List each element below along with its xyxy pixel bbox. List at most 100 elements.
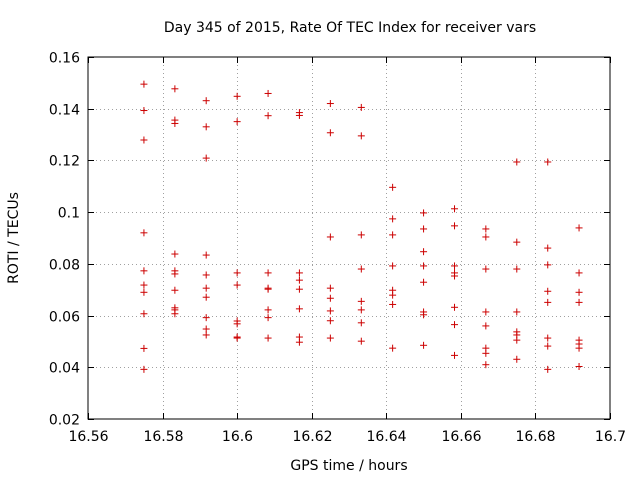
data-point	[171, 85, 179, 93]
data-point	[233, 118, 241, 126]
data-point	[233, 281, 241, 289]
plot-area-frame	[87, 56, 611, 420]
data-point	[575, 288, 583, 296]
y-axis-label: ROTI / TECUs	[6, 192, 22, 284]
data-point	[482, 233, 490, 241]
x-tick-label: 16.68	[515, 429, 555, 445]
x-tick-label: 16.66	[441, 429, 481, 445]
data-point	[295, 338, 303, 346]
data-point	[544, 342, 552, 350]
data-point	[264, 334, 272, 342]
y-tick-label: 0.12	[49, 154, 80, 170]
data-point	[451, 262, 459, 270]
data-point	[233, 320, 241, 328]
data-point	[202, 154, 210, 162]
data-point	[389, 183, 397, 191]
data-point	[326, 307, 334, 315]
data-point	[202, 293, 210, 301]
axis-ticks: 16.56 16.58 16.6 16.62 16.64 16.66 16.68 16.7 0.…	[49, 51, 626, 446]
data-point	[389, 215, 397, 223]
data-point	[357, 297, 365, 305]
data-point	[326, 294, 334, 302]
data-point	[357, 319, 365, 327]
data-point	[264, 306, 272, 314]
data-point	[389, 262, 397, 270]
data-point	[357, 306, 365, 314]
data-point	[575, 224, 583, 232]
data-point	[482, 225, 490, 233]
data-point	[171, 270, 179, 278]
data-point	[420, 341, 428, 349]
data-point	[420, 311, 428, 319]
data-point	[171, 250, 179, 258]
y-tick-label: 0.06	[49, 310, 80, 326]
data-point	[171, 286, 179, 294]
data-point	[233, 92, 241, 100]
data-point	[513, 336, 521, 344]
data-point	[482, 349, 490, 357]
data-point	[420, 278, 428, 286]
x-tick-label: 16.58	[143, 429, 183, 445]
data-point	[264, 269, 272, 277]
data-points	[140, 80, 583, 373]
data-point	[140, 344, 148, 352]
data-point	[171, 310, 179, 318]
data-point	[420, 248, 428, 256]
data-point	[513, 265, 521, 273]
data-point	[575, 344, 583, 352]
data-point	[544, 334, 552, 342]
grid	[88, 57, 610, 419]
data-point	[202, 123, 210, 131]
data-point	[264, 89, 272, 97]
data-point	[482, 265, 490, 273]
data-point	[326, 233, 334, 241]
data-point	[326, 284, 334, 292]
data-point	[544, 365, 552, 373]
data-point	[140, 267, 148, 275]
y-tick-label: 0.02	[49, 413, 80, 429]
data-point	[451, 222, 459, 230]
y-tick-label: 0.16	[49, 51, 80, 67]
data-point	[451, 303, 459, 311]
data-point	[140, 107, 148, 115]
data-point	[513, 238, 521, 246]
data-point	[420, 209, 428, 217]
data-point	[202, 314, 210, 322]
data-point	[575, 298, 583, 306]
data-point	[357, 337, 365, 345]
data-point	[544, 244, 552, 252]
x-tick-label: 16.62	[292, 429, 332, 445]
data-point	[451, 205, 459, 213]
data-point	[513, 355, 521, 363]
data-point	[451, 272, 459, 280]
data-point	[389, 344, 397, 352]
x-tick-label: 16.6	[222, 429, 253, 445]
data-point	[513, 158, 521, 166]
data-point	[202, 331, 210, 339]
data-point	[295, 305, 303, 313]
data-point	[140, 365, 148, 373]
data-point	[544, 261, 552, 269]
data-point	[295, 285, 303, 293]
data-point	[202, 97, 210, 105]
data-point	[202, 271, 210, 279]
y-tick-label: 0.14	[49, 103, 80, 119]
data-point	[326, 100, 334, 108]
data-point	[202, 325, 210, 333]
data-point	[140, 80, 148, 88]
data-point	[482, 308, 490, 316]
data-point	[451, 351, 459, 359]
data-point	[482, 322, 490, 330]
chart-title: Day 345 of 2015, Rate Of TEC Index for r…	[164, 20, 536, 36]
data-point	[389, 300, 397, 308]
data-point	[140, 288, 148, 296]
data-point	[202, 284, 210, 292]
x-axis-label: GPS time / hours	[290, 458, 407, 474]
x-tick-label: 16.56	[68, 429, 108, 445]
data-point	[420, 262, 428, 270]
data-point	[389, 291, 397, 299]
data-point	[544, 158, 552, 166]
x-tick-label: 16.7	[595, 429, 626, 445]
data-point	[357, 103, 365, 111]
